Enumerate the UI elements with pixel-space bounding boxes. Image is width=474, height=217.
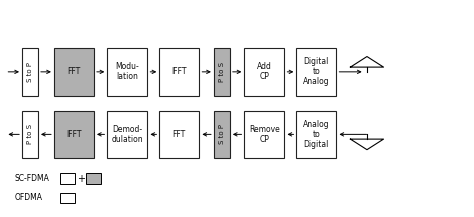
Bar xyxy=(60,173,75,184)
Bar xyxy=(22,48,38,95)
Bar xyxy=(214,111,230,158)
Text: Analog
to
Digital: Analog to Digital xyxy=(303,120,330,149)
Bar xyxy=(22,111,38,158)
Text: OFDMA: OFDMA xyxy=(15,194,43,202)
Bar xyxy=(107,48,147,95)
Bar xyxy=(214,48,230,95)
Text: IFFT: IFFT xyxy=(66,130,82,139)
Bar xyxy=(107,111,147,158)
Text: Modu-
lation: Modu- lation xyxy=(116,62,139,81)
Text: P to S: P to S xyxy=(27,124,33,144)
Bar xyxy=(159,111,200,158)
Bar xyxy=(296,48,337,95)
Bar xyxy=(60,193,75,203)
Bar xyxy=(86,173,101,184)
Bar xyxy=(54,111,94,158)
Text: S to P: S to P xyxy=(219,124,225,144)
Text: Demod-
dulation: Demod- dulation xyxy=(111,125,143,144)
Text: S to P: S to P xyxy=(27,62,33,82)
Text: +: + xyxy=(77,174,84,184)
Text: Add
CP: Add CP xyxy=(257,62,272,81)
Bar xyxy=(244,48,284,95)
Bar xyxy=(244,111,284,158)
Bar xyxy=(296,111,337,158)
Text: P to S: P to S xyxy=(219,62,225,82)
Text: Remove
CP: Remove CP xyxy=(249,125,280,144)
Text: FFT: FFT xyxy=(173,130,186,139)
Text: IFFT: IFFT xyxy=(172,67,187,76)
Text: FFT: FFT xyxy=(67,67,81,76)
Bar xyxy=(54,48,94,95)
Text: SC-FDMA: SC-FDMA xyxy=(15,174,50,183)
Bar xyxy=(159,48,200,95)
Text: Digital
to
Analog: Digital to Analog xyxy=(303,57,330,86)
